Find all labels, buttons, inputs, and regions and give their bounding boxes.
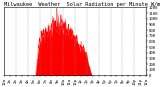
Text: Milwaukee  Weather  Solar Radiation per Minute W/m2  (Last 24 Hours): Milwaukee Weather Solar Radiation per Mi… [4,2,160,7]
